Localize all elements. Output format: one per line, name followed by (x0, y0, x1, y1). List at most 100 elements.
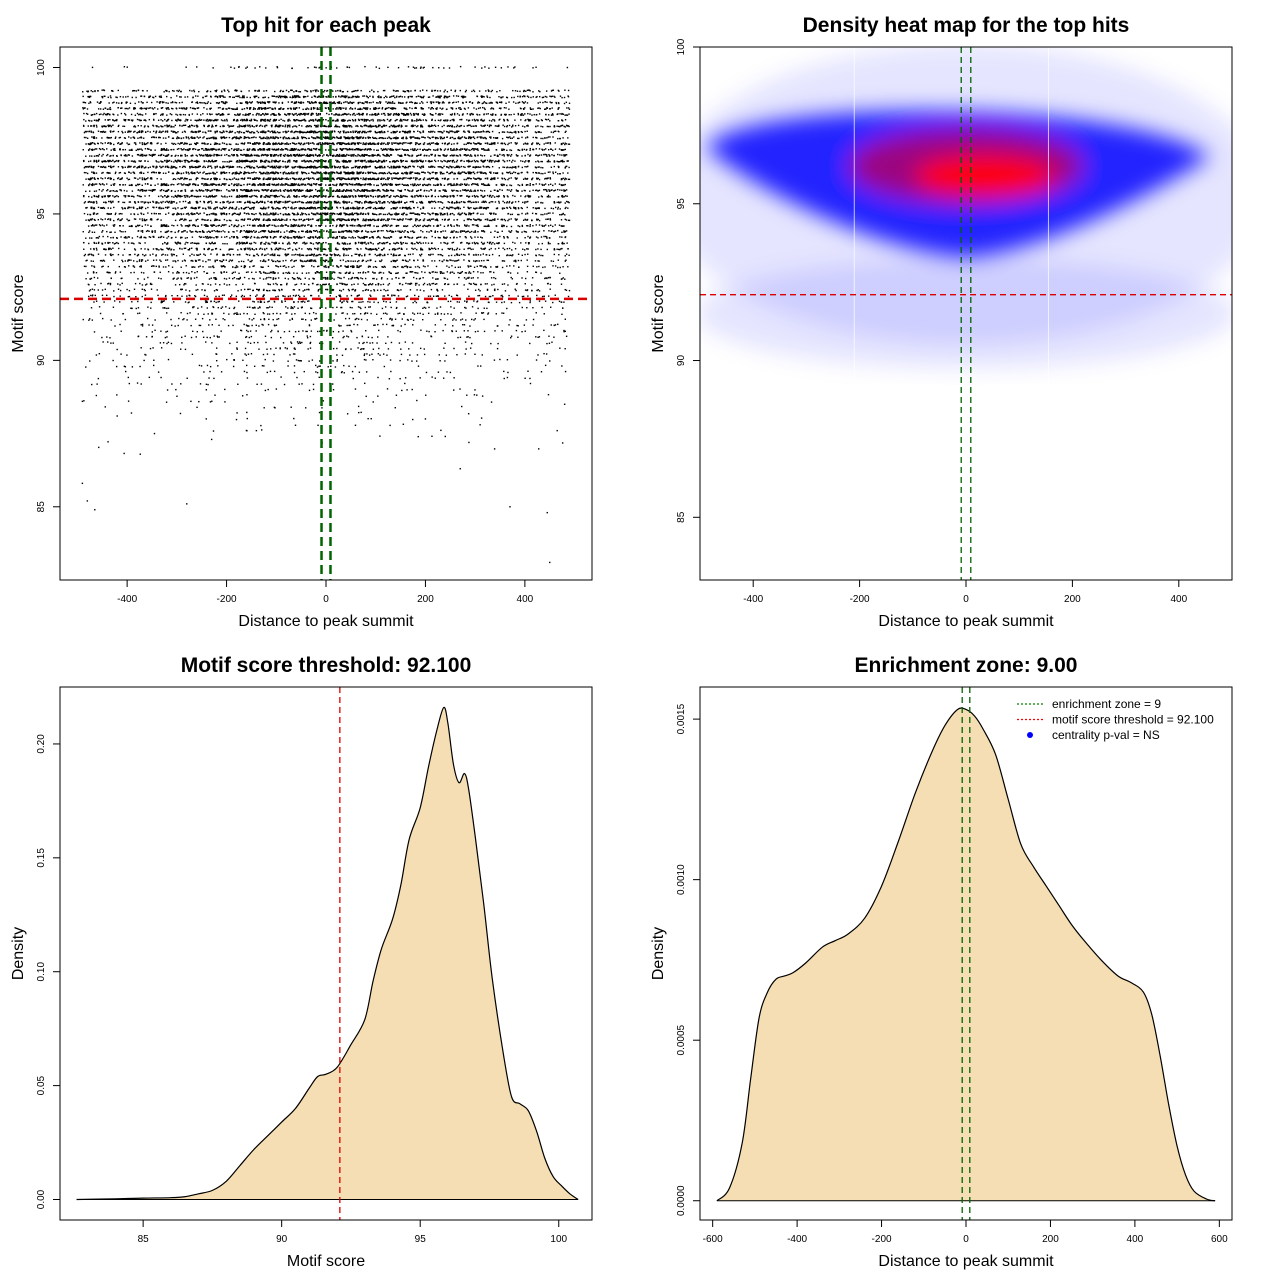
data-point (260, 107, 263, 110)
data-point (390, 102, 392, 104)
data-point (397, 114, 399, 116)
data-point (488, 143, 491, 145)
data-point (434, 119, 437, 122)
data-point (190, 160, 192, 162)
data-point (207, 143, 209, 145)
data-point (91, 120, 93, 122)
data-point (339, 108, 341, 110)
data-point (361, 137, 364, 139)
data-point (440, 113, 442, 115)
data-point (332, 154, 335, 157)
data-point (310, 91, 312, 93)
data-point (149, 107, 151, 109)
data-point (532, 148, 534, 151)
data-point (379, 102, 381, 104)
data-point (133, 160, 136, 162)
data-point (449, 160, 451, 162)
data-point (366, 113, 368, 115)
data-point (469, 114, 472, 116)
data-point (465, 137, 468, 139)
data-point (302, 95, 305, 98)
data-point (347, 137, 350, 140)
data-point (287, 143, 290, 145)
data-point (371, 154, 373, 156)
data-point (440, 131, 442, 133)
data-point (214, 130, 216, 133)
data-point (348, 125, 351, 127)
data-point (246, 113, 249, 116)
data-point (203, 107, 205, 109)
data-point (490, 90, 492, 93)
data-point (544, 101, 546, 103)
data-point (233, 108, 235, 110)
data-point (434, 160, 437, 163)
data-point (493, 142, 495, 144)
data-point (316, 143, 318, 145)
data-point (107, 113, 109, 115)
data-point (354, 114, 356, 116)
data-point (407, 95, 410, 98)
data-point (292, 154, 295, 156)
data-point (306, 90, 309, 93)
data-point (362, 130, 364, 133)
data-point (337, 89, 339, 92)
data-point (466, 113, 469, 115)
data-point (265, 154, 267, 156)
data-point (364, 119, 366, 121)
data-point (246, 160, 248, 163)
data-point (377, 107, 379, 110)
data-point (359, 149, 362, 151)
data-point (232, 119, 235, 122)
data-point (98, 113, 101, 116)
data-point (369, 114, 371, 116)
data-point (545, 154, 548, 156)
data-point (514, 66, 516, 68)
data-point (345, 154, 347, 157)
data-point (132, 119, 134, 121)
data-point (300, 142, 303, 144)
data-point (122, 132, 124, 134)
data-point (423, 66, 425, 69)
data-point (476, 95, 478, 97)
data-point (228, 113, 230, 115)
data-point (476, 131, 478, 133)
data-point (249, 112, 251, 115)
data-point (443, 137, 445, 140)
data-point (302, 119, 304, 121)
data-point (227, 155, 230, 157)
data-point (348, 113, 350, 115)
data-point (257, 108, 259, 110)
data-point (405, 131, 407, 134)
data-point (477, 101, 480, 103)
data-point (529, 147, 531, 150)
data-point (489, 136, 491, 138)
data-point (112, 113, 114, 115)
data-point (353, 136, 355, 139)
data-point (271, 161, 273, 163)
data-point (265, 67, 267, 69)
data-point (98, 147, 101, 150)
data-point (409, 107, 411, 109)
data-point (564, 131, 566, 133)
data-point (154, 149, 156, 151)
data-point (405, 142, 407, 144)
data-point (536, 143, 538, 145)
data-point (123, 137, 126, 139)
data-point (268, 148, 271, 150)
data-point (487, 130, 490, 133)
data-point (178, 147, 180, 150)
data-point (279, 108, 282, 110)
data-point (88, 119, 90, 122)
data-point (336, 161, 338, 163)
data-point (317, 161, 319, 163)
data-point (524, 155, 526, 157)
data-point (98, 159, 100, 162)
data-point (457, 130, 460, 132)
data-point (322, 136, 325, 139)
data-point (150, 149, 152, 151)
data-point (478, 131, 480, 133)
data-point (442, 119, 445, 122)
data-point (565, 124, 568, 127)
data-point (155, 132, 157, 134)
data-point (228, 96, 231, 98)
